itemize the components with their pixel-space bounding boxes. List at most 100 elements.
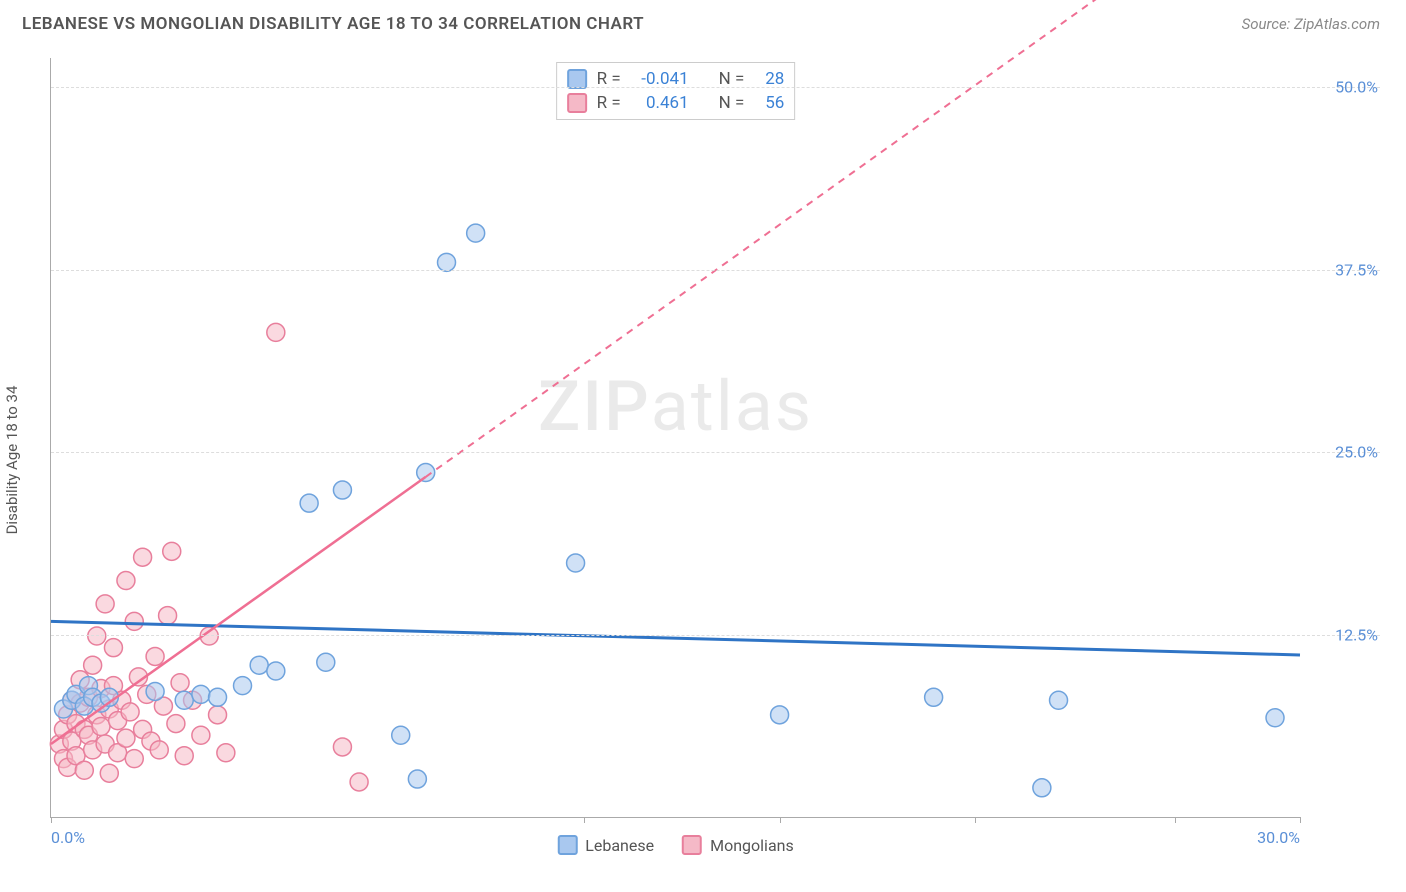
data-point xyxy=(100,700,118,718)
legend-swatch xyxy=(567,93,587,113)
data-point xyxy=(67,747,85,765)
x-tick-label: 0.0% xyxy=(51,828,85,847)
legend-item: Lebanese xyxy=(557,835,654,855)
data-point xyxy=(67,715,85,733)
legend-swatch xyxy=(557,835,577,855)
series-legend: Lebanese Mongolians xyxy=(557,835,793,855)
data-point xyxy=(167,715,185,733)
data-point xyxy=(84,688,102,706)
n-label: N = xyxy=(719,93,745,113)
data-point xyxy=(250,656,268,674)
data-point xyxy=(67,685,85,703)
gridline xyxy=(51,452,1380,453)
data-point xyxy=(134,720,152,738)
data-point xyxy=(171,674,189,692)
data-point xyxy=(63,691,81,709)
data-point xyxy=(54,720,72,738)
data-point xyxy=(88,627,106,645)
data-point xyxy=(54,700,72,718)
data-point xyxy=(113,691,131,709)
watermark-zip: ZIP xyxy=(538,366,651,448)
chart-container: Disability Age 18 to 34 ZIPatlas R =-0.0… xyxy=(22,48,1380,872)
gridline xyxy=(51,270,1380,271)
data-point xyxy=(392,726,410,744)
data-point xyxy=(100,764,118,782)
data-point xyxy=(192,726,210,744)
data-point xyxy=(184,691,202,709)
gridline xyxy=(51,635,1380,636)
x-tick xyxy=(1175,817,1176,823)
data-point xyxy=(317,653,335,671)
data-point xyxy=(125,750,143,768)
data-point xyxy=(84,741,102,759)
data-point xyxy=(79,688,97,706)
data-point xyxy=(63,691,81,709)
watermark-atlas: atlas xyxy=(651,366,813,448)
data-point xyxy=(104,639,122,657)
data-point xyxy=(234,677,252,695)
data-point xyxy=(333,481,351,499)
data-point xyxy=(79,677,97,695)
data-point xyxy=(71,694,89,712)
data-point xyxy=(96,735,114,753)
data-point xyxy=(467,224,485,242)
legend-row: R = 0.461 N = 56 xyxy=(567,91,785,115)
data-point xyxy=(71,671,89,689)
data-point xyxy=(104,677,122,695)
data-point xyxy=(150,741,168,759)
data-point xyxy=(154,697,172,715)
data-point xyxy=(109,744,127,762)
data-point xyxy=(163,542,181,560)
data-point xyxy=(200,627,218,645)
data-point xyxy=(209,706,227,724)
data-point xyxy=(75,697,93,715)
gridline xyxy=(51,87,1380,88)
r-value: 0.461 xyxy=(631,93,689,113)
y-axis-label: Disability Age 18 to 34 xyxy=(3,386,21,535)
legend-item: Mongolians xyxy=(682,835,794,855)
data-point xyxy=(1266,709,1284,727)
y-tick-label: 50.0% xyxy=(1306,78,1378,97)
data-point xyxy=(350,773,368,791)
data-point xyxy=(438,253,456,271)
data-point xyxy=(63,732,81,750)
data-point xyxy=(84,656,102,674)
n-value: 56 xyxy=(754,93,784,113)
x-tick xyxy=(584,817,585,823)
data-point xyxy=(96,595,114,613)
data-point xyxy=(59,758,77,776)
data-point xyxy=(1050,691,1068,709)
data-point xyxy=(117,572,135,590)
x-tick xyxy=(975,817,976,823)
data-point xyxy=(129,668,147,686)
data-point xyxy=(134,548,152,566)
n-label: N = xyxy=(719,69,745,89)
data-point xyxy=(146,647,164,665)
r-value: -0.041 xyxy=(631,69,689,89)
legend-swatch xyxy=(682,835,702,855)
x-tick-label: 30.0% xyxy=(1257,828,1300,847)
chart-svg xyxy=(51,58,1300,817)
r-label: R = xyxy=(597,93,621,113)
data-point xyxy=(121,703,139,721)
data-point xyxy=(417,464,435,482)
data-point xyxy=(1033,779,1051,797)
data-point xyxy=(79,726,97,744)
data-point xyxy=(125,612,143,630)
y-tick-label: 37.5% xyxy=(1306,260,1378,279)
data-point xyxy=(175,747,193,765)
data-point xyxy=(92,694,110,712)
legend-swatch xyxy=(567,69,587,89)
y-tick-label: 25.0% xyxy=(1306,443,1378,462)
data-point xyxy=(408,770,426,788)
data-point xyxy=(567,554,585,572)
data-point xyxy=(217,744,235,762)
data-point xyxy=(175,691,193,709)
data-point xyxy=(771,706,789,724)
source-label: Source: ZipAtlas.com xyxy=(1242,15,1380,33)
data-point xyxy=(925,688,943,706)
x-tick xyxy=(51,817,52,823)
data-point xyxy=(142,732,160,750)
data-point xyxy=(109,712,127,730)
data-point xyxy=(192,685,210,703)
